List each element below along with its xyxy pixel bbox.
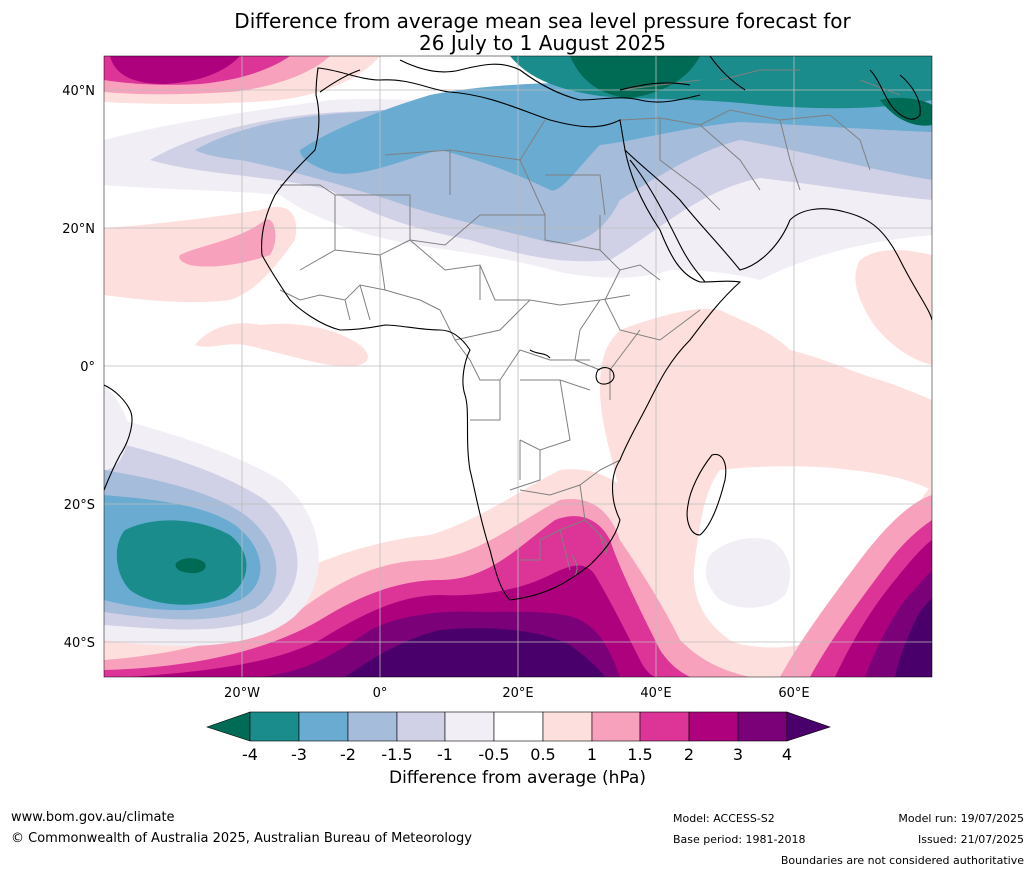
copyright-text: © Commonwealth of Australia 2025, Austra…	[11, 831, 472, 846]
lon-label-20w: 20°W	[224, 686, 260, 701]
contour-south-pos4	[345, 628, 605, 677]
contour-caspian-neg	[880, 97, 932, 126]
colorbar-segment	[347, 711, 398, 742]
colorbar-segment	[639, 711, 690, 742]
colorbar-segment	[542, 711, 593, 742]
contour-se-pos4	[895, 598, 932, 677]
colorbar-segment	[493, 711, 544, 742]
colorbar-tick: 2	[684, 745, 694, 764]
arabia-coast	[624, 149, 932, 321]
colorbar-tick: -1	[437, 745, 453, 764]
map-title: Difference from average mean sea level p…	[0, 10, 1035, 54]
contour-north-neg3	[300, 83, 932, 191]
lat-label-0: 0°	[80, 360, 95, 375]
lat-label-20n: 20°N	[62, 222, 95, 237]
colorbar-tick: -1.5	[381, 745, 412, 764]
latitude-labels: 40°N 20°N 0° 20°S 40°S	[62, 84, 95, 651]
samerica-coast	[104, 384, 133, 491]
issued-text: Issued: 21/07/2025	[917, 833, 1024, 846]
lon-label-40e: 40°E	[640, 686, 671, 701]
contour-gulf-pos05	[195, 323, 369, 367]
colorbar-segment	[737, 711, 788, 742]
coastlines	[104, 56, 932, 601]
colorbar-tick: 3	[733, 745, 743, 764]
lat-label-20s: 20°S	[64, 498, 95, 513]
contour-natl-pos2	[110, 56, 240, 84]
colorbar-segment	[591, 711, 641, 742]
africa-coast	[261, 67, 742, 601]
title-line-2: 26 July to 1 August 2025	[419, 31, 666, 55]
longitude-labels: 20°W 0° 20°E 40°E 60°E	[224, 686, 810, 701]
map-plot-area	[104, 56, 932, 677]
lon-label-60e: 60°E	[778, 686, 809, 701]
caspian-coast	[869, 69, 921, 120]
website-link[interactable]: www.bom.gov.au/climate	[11, 810, 175, 825]
contour-arab-pos05	[855, 250, 932, 365]
victoria-lake	[595, 367, 615, 385]
europe-coast	[319, 56, 746, 103]
red-sea-coast	[629, 159, 706, 283]
contour-wafr-pos1	[179, 219, 276, 267]
colorbar-segment	[444, 711, 495, 742]
colorbar-tick: 1.5	[627, 745, 652, 764]
lat-label-40n: 40°N	[62, 84, 95, 99]
colorbar-label: Difference from average (hPa)	[389, 768, 646, 788]
disclaimer-text: Boundaries are not considered authoritat…	[780, 854, 1024, 867]
map-frame	[103, 55, 933, 678]
colorbar-tick: -3	[291, 745, 307, 764]
lon-label-20e: 20°E	[502, 686, 533, 701]
graticule	[104, 56, 932, 677]
base-period-text: Base period: 1981-2018	[673, 833, 806, 846]
model-text: Model: ACCESS-S2	[673, 812, 775, 825]
madagascar-coast	[686, 453, 727, 536]
country-borders	[279, 69, 901, 576]
lon-label-0: 0°	[373, 686, 388, 701]
title-line-1: Difference from average mean sea level p…	[234, 9, 851, 33]
colorbar-extend-low	[206, 711, 251, 742]
colorbar-segment	[298, 711, 349, 742]
colorbar-ticks: -4 -3 -2 -1.5 -1 -0.5 0.5 1 1.5 2 3 4	[242, 745, 792, 764]
colorbar-tick: 1	[587, 745, 597, 764]
colorbar-tick: 0.5	[530, 745, 555, 764]
contour-satl-neg4	[175, 558, 206, 574]
colorbar-extend-high	[786, 711, 831, 742]
colorbar-tick: -4	[242, 745, 258, 764]
colorbar	[206, 711, 831, 742]
contour-north-neg-deep	[570, 56, 700, 98]
colorbar-tick: -2	[340, 745, 356, 764]
colorbar-segment	[249, 711, 300, 742]
gulf-coast	[529, 349, 551, 359]
colorbar-segment	[688, 711, 739, 742]
lat-label-40s: 40°S	[64, 636, 95, 651]
contour-indian-neg05	[705, 538, 790, 608]
model-run-text: Model run: 19/07/2025	[898, 812, 1024, 825]
colorbar-tick: 4	[782, 745, 792, 764]
colorbar-segment	[396, 711, 446, 742]
colorbar-tick: -0.5	[478, 745, 509, 764]
